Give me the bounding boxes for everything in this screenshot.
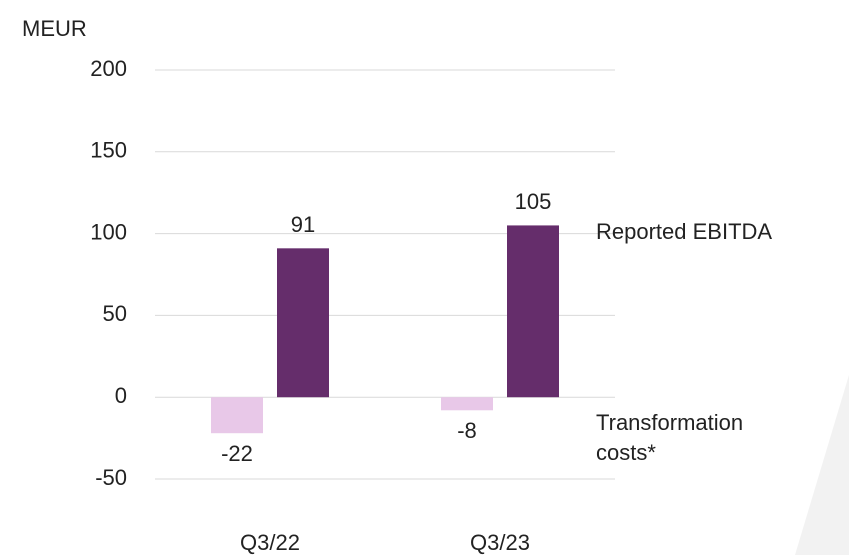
legend-label: Reported EBITDA [596,219,773,244]
data-label: 91 [291,212,315,237]
y-tick-label: 200 [90,56,127,81]
data-label: -8 [457,418,477,443]
data-label: -22 [221,441,253,466]
y-tick-label: 0 [115,383,127,408]
x-tick-label: Q3/23 [470,530,530,555]
bar [507,225,559,398]
legend-label: Transformation costs* [596,410,744,465]
y-axis-label: MEUR [22,16,87,41]
y-tick-label: 100 [90,219,127,244]
y-tick-label: -50 [95,465,127,490]
x-tick-label: Q3/22 [240,530,300,555]
decoration [795,375,849,555]
y-tick-label: 150 [90,138,127,163]
data-label: 105 [515,189,552,214]
bar [277,248,329,398]
bar [441,397,493,411]
y-tick-label: 50 [103,301,127,326]
bar [211,397,263,434]
